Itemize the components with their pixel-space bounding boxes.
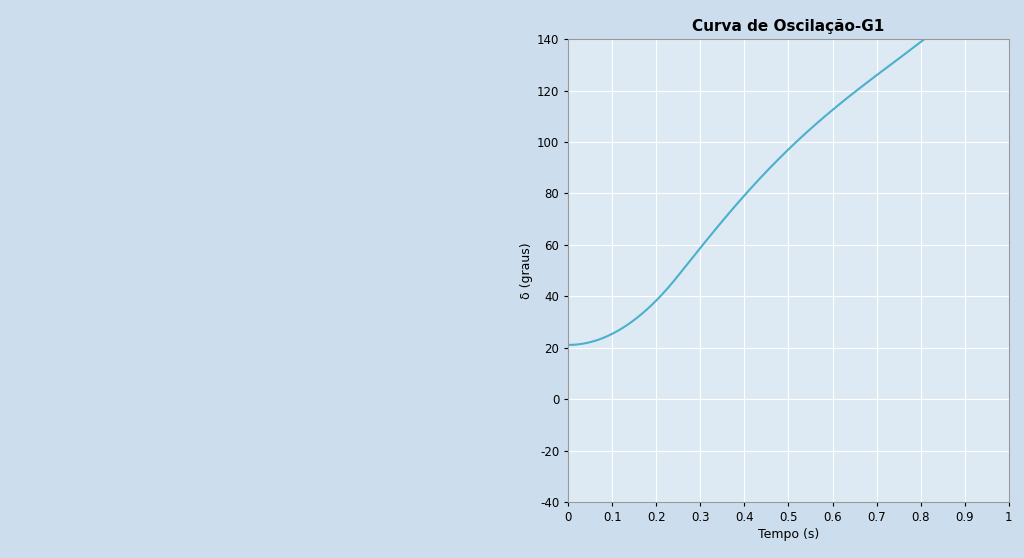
Title: Curva de Oscilação-G1: Curva de Oscilação-G1 [692,19,885,33]
Y-axis label: δ (graus): δ (graus) [520,242,532,299]
X-axis label: Tempo (s): Tempo (s) [758,528,819,541]
